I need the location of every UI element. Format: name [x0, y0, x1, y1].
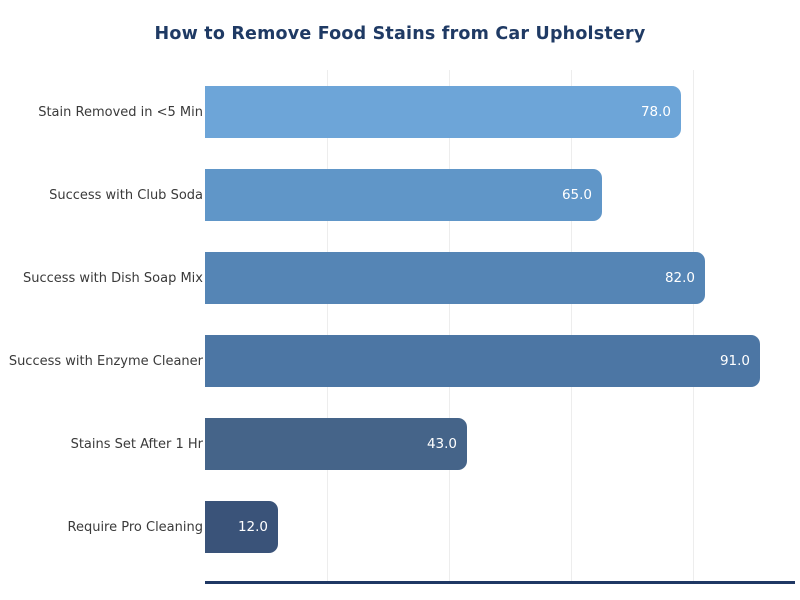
- category-label: Success with Enzyme Cleaner: [8, 353, 203, 369]
- bar: 12.0: [205, 501, 278, 553]
- bar: 91.0: [205, 335, 760, 387]
- category-label: Stains Set After 1 Hr: [70, 436, 203, 452]
- value-label: 78.0: [640, 104, 671, 120]
- category-label: Stain Removed in <5 Min: [38, 104, 203, 120]
- gridline: [571, 70, 572, 582]
- bar: 43.0: [205, 418, 467, 470]
- bar: 82.0: [205, 252, 705, 304]
- value-label: 91.0: [719, 353, 750, 369]
- value-label: 82.0: [664, 270, 695, 286]
- value-label: 43.0: [426, 436, 457, 452]
- chart-title: How to Remove Food Stains from Car Uphol…: [154, 24, 646, 44]
- category-label: Success with Dish Soap Mix: [22, 270, 203, 286]
- bar: 78.0: [205, 86, 681, 138]
- x-axis-line: [205, 581, 795, 584]
- value-label: 65.0: [561, 187, 592, 203]
- gridline: [449, 70, 450, 582]
- value-label: 12.0: [237, 519, 268, 535]
- gridline: [327, 70, 328, 582]
- category-label: Require Pro Cleaning: [67, 519, 204, 535]
- gridline: [693, 70, 694, 582]
- bar: 65.0: [205, 169, 602, 221]
- category-label: Success with Club Soda: [49, 187, 203, 203]
